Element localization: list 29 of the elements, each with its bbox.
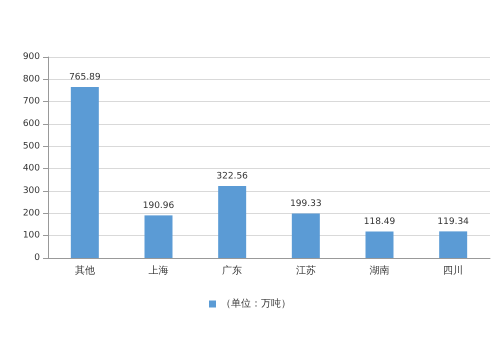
y-tick-label: 100 — [22, 230, 40, 241]
legend-label: （单位：万吨） — [221, 298, 291, 310]
y-tick-label: 500 — [22, 141, 40, 152]
y-tick-label: 900 — [22, 52, 40, 62]
bar — [70, 86, 99, 258]
data-label: 199.33 — [290, 198, 322, 209]
y-tick-label: 400 — [22, 164, 40, 174]
x-tick-label: 上海 — [148, 264, 168, 276]
bar — [439, 231, 468, 258]
bar — [366, 232, 394, 258]
x-tick-label: 四川 — [443, 264, 464, 276]
y-tick-label: 300 — [22, 186, 40, 196]
y-tick-label: 800 — [22, 74, 40, 84]
x-tick-label: 江苏 — [296, 264, 316, 276]
data-label: 322.56 — [216, 171, 248, 182]
x-tick-label: 湖南 — [370, 264, 390, 276]
x-tick-label: 广东 — [222, 264, 242, 276]
bar — [144, 215, 172, 258]
data-label: 190.96 — [142, 200, 175, 211]
x-tick-label: 其他 — [74, 264, 95, 276]
data-label: 118.49 — [364, 217, 396, 228]
y-tick-label: 200 — [22, 208, 40, 218]
bar — [218, 186, 246, 258]
bar — [292, 213, 320, 258]
y-tick-label: 600 — [22, 119, 40, 129]
data-label: 765.89 — [69, 72, 101, 82]
data-label: 119.34 — [437, 216, 470, 227]
y-tick-label: 700 — [22, 96, 40, 107]
y-tick-label: 0 — [34, 253, 40, 263]
